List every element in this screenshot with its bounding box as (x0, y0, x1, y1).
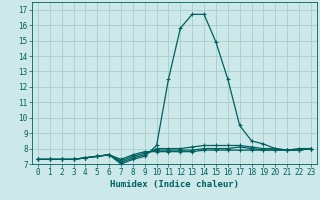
X-axis label: Humidex (Indice chaleur): Humidex (Indice chaleur) (110, 180, 239, 189)
